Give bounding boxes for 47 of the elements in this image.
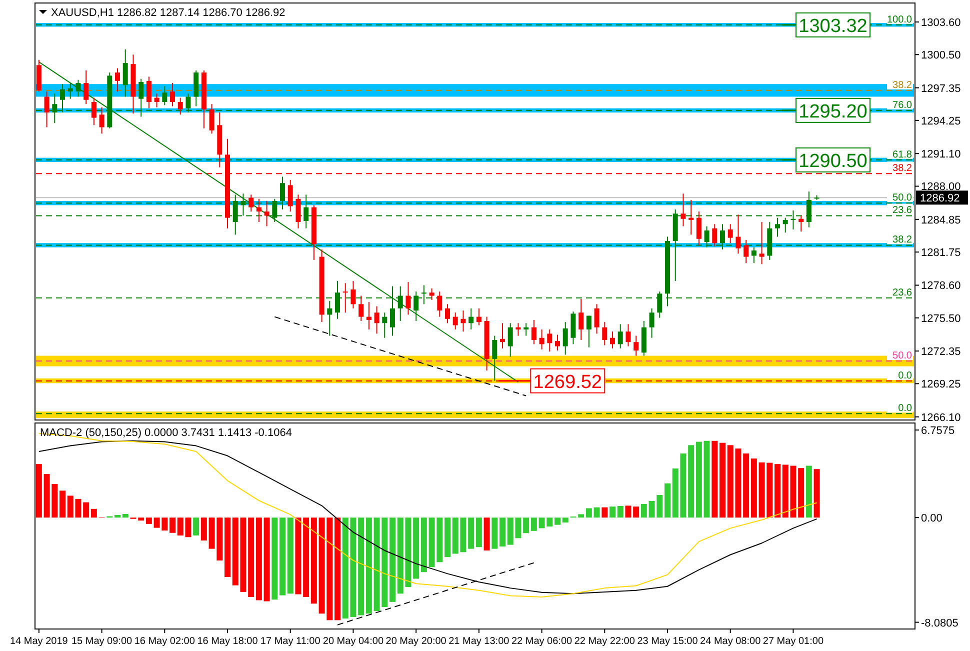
- x-tick-label: 14 May 2019: [10, 636, 68, 647]
- annotation: 0.0: [898, 403, 912, 414]
- y-tick-label: 1294.25: [921, 115, 961, 128]
- x-tick-label: 23 May 15:00: [637, 636, 698, 647]
- y-tick-label: 1300.50: [921, 50, 961, 62]
- annotation: 50.0: [892, 350, 912, 362]
- y-tick-label: 1275.50: [921, 312, 961, 325]
- annotation: 38.2: [892, 80, 912, 91]
- annotation: 100.0: [886, 14, 912, 26]
- y-tick-label: 1291.10: [921, 148, 961, 161]
- x-tick-label: 22 May 22:00: [574, 636, 636, 647]
- ref-line-label: 1303.32: [798, 16, 868, 37]
- x-tick-label: 17 May 11:00: [260, 636, 321, 647]
- y-tick-label: 1278.60: [921, 280, 961, 292]
- y-tick-label: 6.7575: [921, 425, 955, 438]
- ref-line-label: 1290.50: [798, 150, 868, 172]
- annotation: 38.2: [892, 163, 912, 174]
- y-tick-label: 1266.10: [921, 412, 961, 424]
- annotation: 76.0: [892, 100, 912, 111]
- y-tick-label: 1269.25: [921, 378, 961, 391]
- annotation: 50.0: [892, 192, 912, 204]
- ref-line-label: 1286.92: [920, 192, 960, 205]
- x-tick-label: 21 May 13:00: [448, 636, 510, 647]
- x-tick-label: 22 May 06:00: [511, 636, 573, 647]
- y-tick-label: 1272.35: [921, 346, 961, 358]
- ref-line-label: 1295.20: [798, 101, 868, 122]
- y-tick-label: 1281.75: [921, 247, 961, 260]
- x-tick-label: 24 May 08:00: [700, 636, 762, 647]
- y-tick-label: 1303.60: [921, 16, 961, 29]
- x-tick-label: 20 May 04:00: [322, 636, 384, 647]
- y-tick-label: 1288.00: [921, 181, 961, 194]
- x-tick-label: 20 May 20:00: [386, 636, 447, 647]
- y-tick-label: 0.00: [921, 512, 942, 525]
- annotation: 61.8: [892, 149, 912, 160]
- annotation: 23.6: [892, 205, 912, 216]
- annotation: 23.6: [892, 287, 912, 298]
- y-tick-label: -8.0805: [921, 617, 958, 630]
- x-tick-label: 16 May 18:00: [197, 636, 258, 647]
- x-tick-label: 27 May 01:00: [762, 636, 824, 647]
- annotation: 0.0: [898, 370, 912, 382]
- y-tick-label: 1297.35: [921, 82, 961, 95]
- annotation: 38.2: [892, 234, 912, 246]
- x-tick-label: 16 May 02:00: [134, 636, 196, 647]
- x-tick-label: 15 May 09:00: [71, 636, 133, 647]
- chart-title: XAUUSD,H1 1286.82 1287.14 1286.70 1286.92: [51, 7, 286, 19]
- y-tick-label: 1284.85: [921, 214, 961, 226]
- ref-line-label: 1269.52: [533, 372, 602, 393]
